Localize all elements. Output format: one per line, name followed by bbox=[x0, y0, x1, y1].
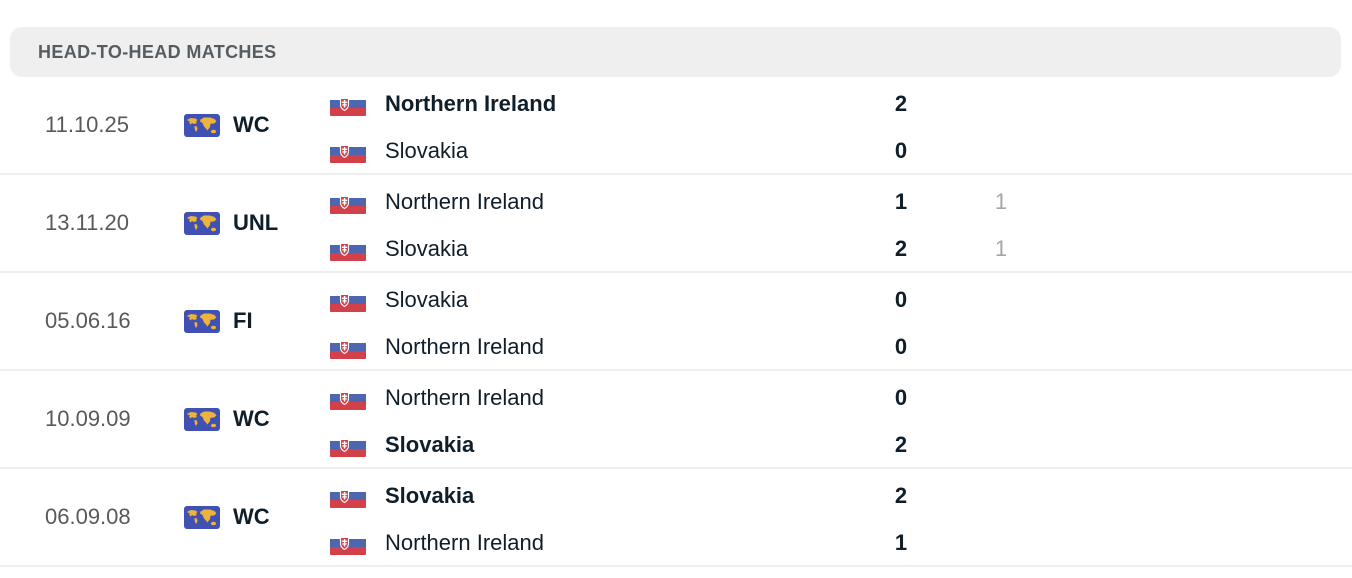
team-score: 0 bbox=[894, 385, 908, 410]
team-line-home: Northern Ireland 0 bbox=[0, 381, 1352, 415]
team-line-home: Slovakia 2 bbox=[0, 479, 1352, 513]
slovakia-flag-icon bbox=[330, 237, 366, 261]
match-date: 05.06.16 bbox=[45, 308, 131, 333]
team-name: Slovakia bbox=[385, 432, 475, 457]
match-row[interactable]: 10.09.09 WC bbox=[0, 371, 1352, 469]
team-score-secondary bbox=[984, 526, 1018, 560]
world-map-icon bbox=[184, 310, 220, 333]
slovakia-flag-icon bbox=[330, 484, 366, 508]
world-map-icon bbox=[184, 408, 220, 431]
team-score: 0 bbox=[894, 334, 908, 359]
team-score: 2 bbox=[894, 432, 908, 457]
competition-code: WC bbox=[233, 504, 270, 529]
team-score-secondary bbox=[984, 134, 1018, 168]
team-line-home: Northern Ireland 1 1 bbox=[0, 185, 1352, 219]
team-score: 2 bbox=[894, 236, 908, 261]
match-date: 13.11.20 bbox=[45, 210, 130, 235]
match-row[interactable]: 11.10.25 WC bbox=[0, 77, 1352, 175]
team-line-home: Northern Ireland 2 bbox=[0, 87, 1352, 121]
team-name: Slovakia bbox=[385, 236, 469, 261]
team-name: Slovakia bbox=[385, 483, 475, 508]
slovakia-flag-icon bbox=[330, 386, 366, 410]
team-score-secondary bbox=[984, 283, 1018, 317]
team-name: Northern Ireland bbox=[385, 189, 544, 214]
slovakia-flag-icon bbox=[330, 335, 366, 359]
world-map-icon bbox=[184, 114, 220, 137]
team-score: 0 bbox=[894, 287, 908, 312]
slovakia-flag-icon bbox=[330, 433, 366, 457]
team-score-secondary bbox=[984, 87, 1018, 121]
team-score-secondary: 1 bbox=[994, 189, 1008, 214]
match-row[interactable]: 05.06.16 FI bbox=[0, 273, 1352, 371]
match-row[interactable]: 06.09.08 WC bbox=[0, 469, 1352, 567]
team-line-home: Slovakia 0 bbox=[0, 283, 1352, 317]
team-score-secondary: 1 bbox=[994, 236, 1008, 261]
competition-code: WC bbox=[233, 406, 270, 431]
team-score: 2 bbox=[894, 91, 908, 116]
world-map-icon bbox=[184, 212, 220, 235]
team-name: Northern Ireland bbox=[385, 91, 557, 116]
team-score-secondary bbox=[984, 381, 1018, 415]
team-score: 2 bbox=[894, 483, 908, 508]
team-score-secondary bbox=[984, 479, 1018, 513]
team-line-away: Slovakia 2 bbox=[0, 428, 1352, 462]
team-line-away: Northern Ireland 0 bbox=[0, 330, 1352, 364]
team-name: Slovakia bbox=[385, 138, 469, 163]
team-line-away: Slovakia 2 1 bbox=[0, 232, 1352, 266]
world-map-icon bbox=[184, 506, 220, 529]
team-score: 0 bbox=[894, 138, 908, 163]
match-date: 06.09.08 bbox=[45, 504, 131, 529]
team-name: Northern Ireland bbox=[385, 530, 544, 555]
competition-code: UNL bbox=[233, 210, 279, 235]
team-score: 1 bbox=[894, 189, 908, 214]
match-row[interactable]: 13.11.20 UNL bbox=[0, 175, 1352, 273]
match-list: 11.10.25 WC bbox=[0, 77, 1352, 567]
section-header-bar: HEAD-TO-HEAD MATCHES bbox=[10, 27, 1341, 77]
competition-code: FI bbox=[233, 308, 253, 333]
slovakia-flag-icon bbox=[330, 531, 366, 555]
slovakia-flag-icon bbox=[330, 190, 366, 214]
team-name: Northern Ireland bbox=[385, 334, 544, 359]
match-date: 10.09.09 bbox=[45, 406, 131, 431]
team-name: Slovakia bbox=[385, 287, 469, 312]
team-score-secondary bbox=[984, 428, 1018, 462]
team-line-away: Northern Ireland 1 bbox=[0, 526, 1352, 560]
team-score: 1 bbox=[894, 530, 908, 555]
competition-code: WC bbox=[233, 112, 270, 137]
team-score-secondary bbox=[984, 330, 1018, 364]
match-date: 11.10.25 bbox=[45, 112, 130, 137]
team-name: Northern Ireland bbox=[385, 385, 544, 410]
section-title: HEAD-TO-HEAD MATCHES bbox=[38, 41, 277, 62]
slovakia-flag-icon bbox=[330, 92, 366, 116]
slovakia-flag-icon bbox=[330, 288, 366, 312]
team-line-away: Slovakia 0 bbox=[0, 134, 1352, 168]
slovakia-flag-icon bbox=[330, 139, 366, 163]
